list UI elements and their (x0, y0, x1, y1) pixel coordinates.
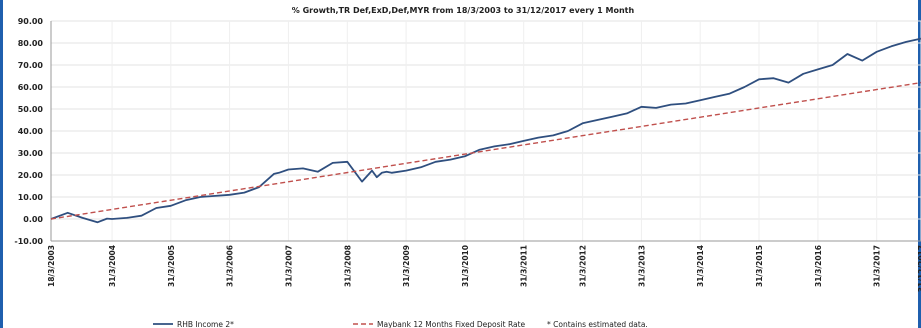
y-tick-label: 60.00 (18, 83, 44, 92)
y-tick-label: 90.00 (18, 17, 44, 26)
y-tick-label: 40.00 (18, 127, 44, 136)
x-tick-label: 31/3/2010 (461, 245, 470, 287)
series-line-maybank-fd (50, 81, 921, 220)
x-tick-label: 31/3/2008 (343, 245, 352, 287)
y-tick-label: 0.00 (23, 215, 43, 224)
legend-label-rhb-income: RHB Income 2* (177, 320, 234, 328)
x-tick-label: 31/12/2017 (917, 245, 921, 292)
x-tick-label: 31/3/2016 (814, 245, 823, 287)
y-axis-ticks: 90.00 80.00 70.00 60.00 50.00 40.00 30.00 20.00… (14, 17, 43, 246)
x-tick-label: 31/3/2013 (637, 245, 646, 287)
x-tick-label: 31/3/2009 (402, 245, 411, 287)
x-tick-label: 31/3/2006 (226, 245, 235, 287)
estimated-data-footnote: * Contains estimated data. (547, 320, 648, 328)
x-axis-ticks: 18/3/2003 31/3/2004 31/3/2005 31/3/2006 31/3… (47, 245, 921, 292)
y-tick-label: 70.00 (18, 61, 44, 70)
x-tick-label: 31/3/2005 (167, 245, 176, 287)
x-tick-label: 31/3/2011 (520, 245, 529, 287)
growth-line-chart: % Growth,TR Def,ExD,Def,MYR from 18/3/20… (14, 6, 921, 328)
x-tick-label: 31/3/2015 (755, 245, 764, 287)
y-tick-label: 50.00 (18, 105, 44, 114)
legend-label-maybank-fd: Maybank 12 Months Fixed Deposit Rate (377, 320, 526, 328)
y-tick-label: 30.00 (18, 149, 44, 158)
gridlines (50, 20, 921, 242)
series-lines (50, 37, 921, 224)
x-tick-label: 18/3/2003 (47, 245, 56, 287)
x-tick-label: 31/3/2012 (579, 245, 588, 287)
series-line-rhb-income (50, 37, 921, 224)
y-tick-label: -10.00 (14, 237, 43, 246)
chart-title: % Growth,TR Def,ExD,Def,MYR from 18/3/20… (292, 6, 635, 15)
x-tick-label: 31/3/2004 (108, 245, 117, 287)
x-tick-label: 31/3/2014 (696, 245, 705, 287)
y-tick-label: 10.00 (18, 193, 44, 202)
legend: RHB Income 2* Maybank 12 Months Fixed De… (153, 320, 648, 328)
x-tick-label: 31/3/2017 (873, 245, 882, 287)
y-tick-label: 20.00 (18, 171, 44, 180)
y-tick-label: 80.00 (18, 39, 44, 48)
x-tick-label: 31/3/2007 (284, 245, 293, 287)
